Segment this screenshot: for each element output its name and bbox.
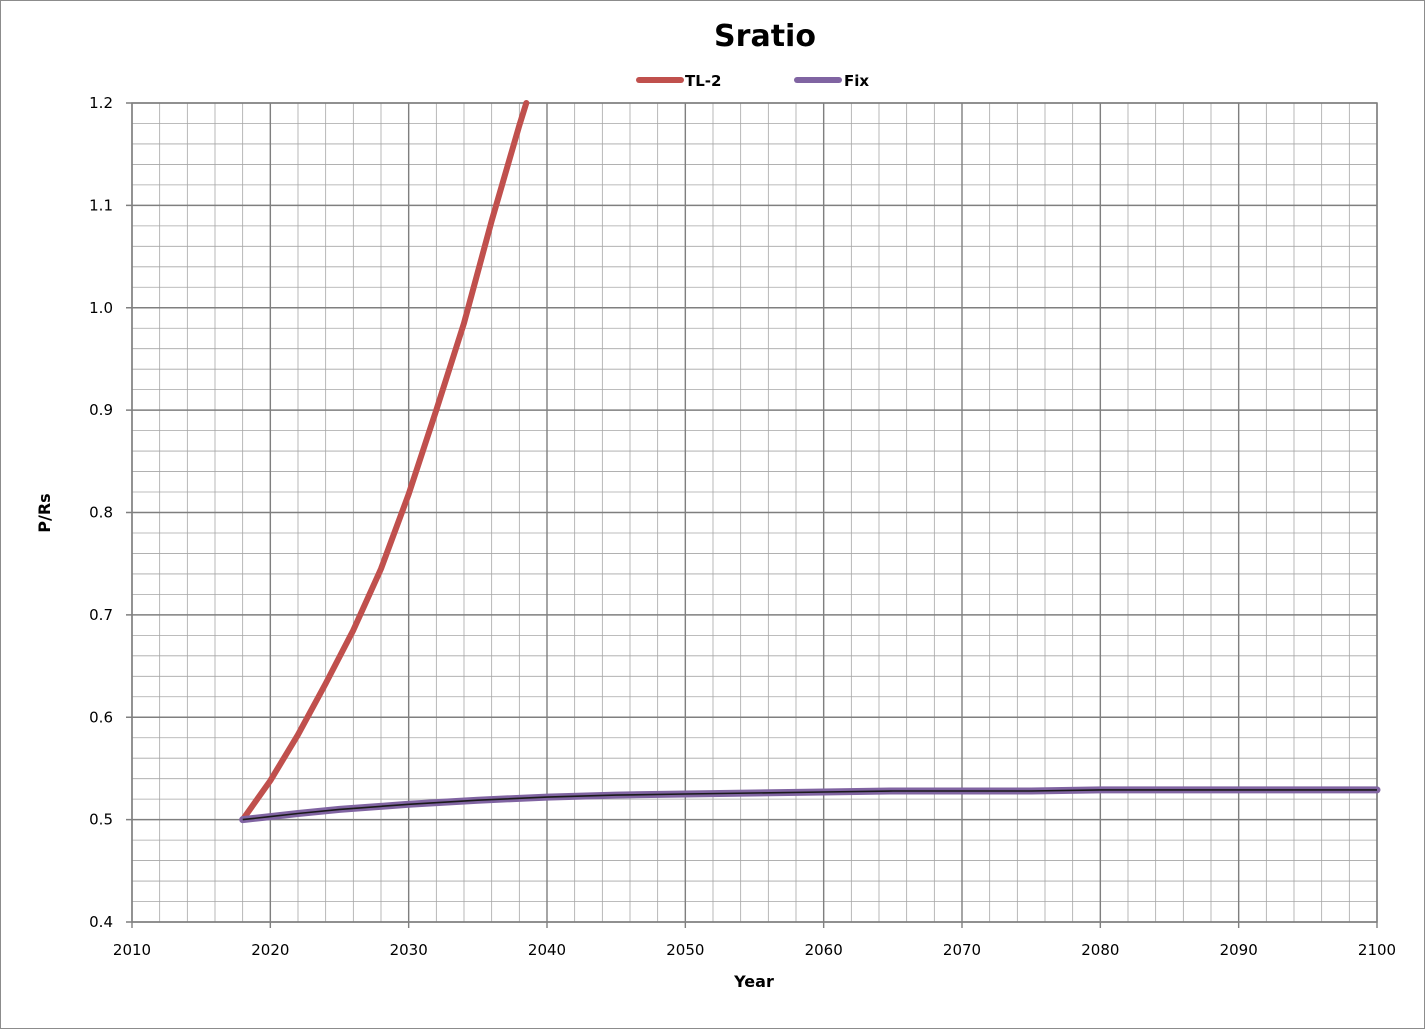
y-tick-label: 1.1 (89, 196, 113, 214)
x-tick-label: 2040 (528, 941, 566, 959)
x-tick-label: 2050 (666, 941, 704, 959)
y-tick-label: 0.7 (89, 606, 113, 624)
x-tick-label: 2100 (1358, 941, 1396, 959)
legend: TL-2 Fix (636, 72, 869, 90)
x-tick-label: 2030 (390, 941, 428, 959)
chart-title: Sratio (714, 19, 816, 54)
x-tick-label: 2060 (805, 941, 843, 959)
y-tick-label: 0.5 (89, 811, 113, 829)
legend-label-tl-2: TL-2 (685, 72, 721, 90)
major-gridlines (126, 102, 1378, 928)
y-tick-label: 0.9 (89, 401, 113, 419)
series-layer (239, 100, 1381, 824)
y-axis-ticks: 0.4 0.5 0.6 0.7 0.8 0.9 1.0 1.1 1.2 (89, 94, 113, 931)
x-tick-label: 2090 (1220, 941, 1258, 959)
series-line-tl-2 (239, 100, 530, 823)
series-line-fix-core (242, 789, 1377, 821)
x-tick-label: 2080 (1081, 941, 1119, 959)
x-axis-title: Year (733, 972, 774, 991)
legend-label-fix: Fix (844, 72, 869, 90)
y-tick-label: 0.6 (89, 708, 113, 726)
x-tick-label: 2070 (943, 941, 981, 959)
y-tick-label: 1.2 (89, 94, 113, 112)
x-tick-label: 2010 (113, 941, 151, 959)
x-tick-label: 2020 (251, 941, 289, 959)
y-axis-title: P/Rs (35, 493, 54, 532)
y-tick-label: 1.0 (89, 299, 113, 317)
plot-area (131, 102, 1378, 923)
y-tick-label: 0.4 (89, 913, 113, 931)
x-axis-ticks: 2010 2020 2030 2040 2050 2060 2070 2080 2090 2100 (113, 941, 1396, 959)
y-tick-label: 0.8 (89, 504, 113, 522)
